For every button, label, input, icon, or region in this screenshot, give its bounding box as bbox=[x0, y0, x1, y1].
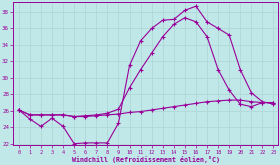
X-axis label: Windchill (Refroidissement éolien,°C): Windchill (Refroidissement éolien,°C) bbox=[72, 156, 220, 163]
